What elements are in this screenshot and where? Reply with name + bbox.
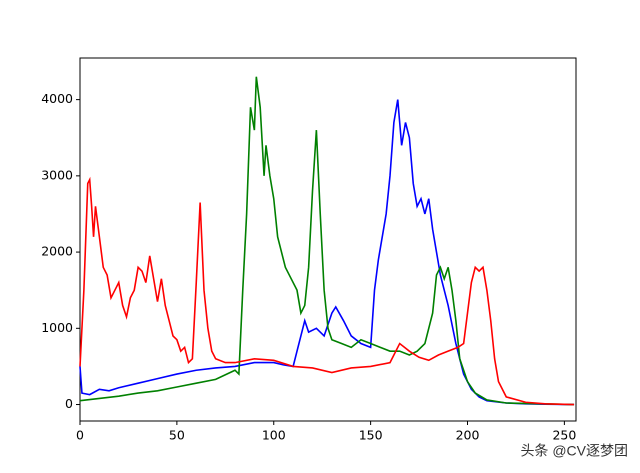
y-tick-label: 2000 [41,244,73,259]
x-tick-label: 50 [169,428,185,443]
x-tick-label: 250 [552,428,576,443]
plot-frame [79,57,577,422]
y-tick-label: 4000 [41,91,73,106]
series-line [79,99,575,406]
y-tick-label: 3000 [41,167,73,182]
y-tick-label: 1000 [41,320,73,335]
series-line [79,76,575,406]
series-line [79,176,575,406]
watermark: 头条 @CV逐梦团 [520,443,628,459]
x-tick-label: 200 [456,428,480,443]
x-tick-label: 150 [359,428,383,443]
x-tick-label: 100 [262,428,286,443]
x-tick-label: 0 [76,428,84,443]
y-tick-label: 0 [65,396,73,411]
